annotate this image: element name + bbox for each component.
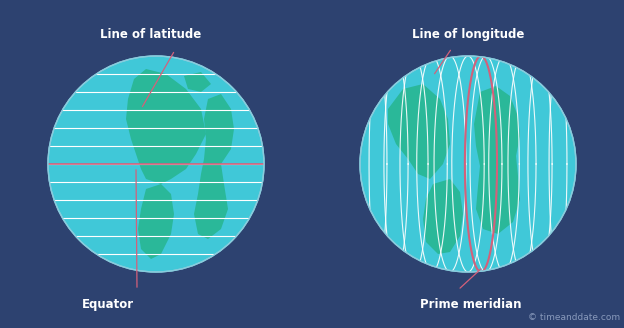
Text: Equator: Equator [82, 298, 134, 311]
Text: Line of longitude: Line of longitude [412, 28, 524, 41]
Circle shape [360, 56, 576, 272]
Polygon shape [474, 86, 520, 234]
Polygon shape [194, 94, 234, 239]
Text: Line of latitude: Line of latitude [100, 28, 202, 41]
Text: © timeanddate.com: © timeanddate.com [528, 313, 620, 322]
Polygon shape [126, 69, 206, 184]
Polygon shape [184, 72, 211, 92]
Polygon shape [388, 84, 450, 179]
Polygon shape [138, 184, 174, 259]
Circle shape [48, 56, 264, 272]
Polygon shape [423, 179, 463, 254]
Text: Prime meridian: Prime meridian [420, 298, 522, 311]
